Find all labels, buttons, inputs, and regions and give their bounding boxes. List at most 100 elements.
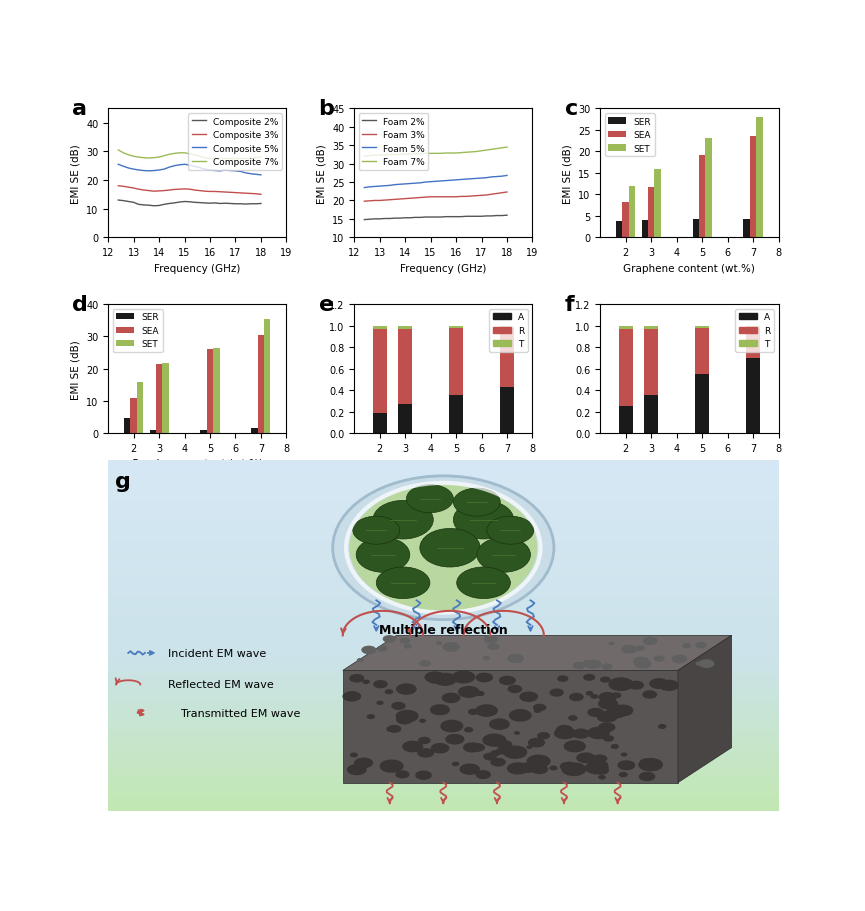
- Line: Composite 5%: Composite 5%: [119, 165, 261, 176]
- Bar: [398, 404, 412, 434]
- Circle shape: [491, 759, 505, 766]
- Composite 7%: [133, 152, 144, 163]
- Line: Composite 7%: Composite 7%: [119, 151, 261, 159]
- Composite 5%: [251, 169, 261, 180]
- Text: Multiple reflection: Multiple reflection: [379, 623, 508, 637]
- Composite 5%: [220, 165, 230, 176]
- Foam 3%: [369, 196, 380, 207]
- Legend: A, R, T: A, R, T: [490, 310, 528, 353]
- Foam 7%: [380, 150, 390, 161]
- Foam 7%: [486, 145, 497, 156]
- Bar: [750, 138, 756, 238]
- Circle shape: [355, 759, 373, 768]
- Circle shape: [639, 759, 663, 771]
- Circle shape: [446, 677, 457, 681]
- Composite 5%: [113, 159, 124, 170]
- Circle shape: [430, 679, 439, 683]
- Circle shape: [564, 741, 585, 752]
- Circle shape: [397, 716, 413, 724]
- Circle shape: [397, 684, 416, 694]
- Circle shape: [464, 743, 480, 752]
- Y-axis label: EMI SE (dB): EMI SE (dB): [70, 144, 80, 203]
- Circle shape: [452, 671, 475, 683]
- Circle shape: [593, 762, 607, 769]
- Circle shape: [416, 772, 431, 779]
- Foam 7%: [502, 142, 512, 153]
- Composite 5%: [200, 165, 210, 176]
- Foam 3%: [445, 192, 456, 203]
- Circle shape: [633, 658, 649, 666]
- Circle shape: [420, 720, 426, 722]
- Bar: [398, 326, 412, 330]
- Foam 3%: [400, 194, 410, 205]
- Composite 7%: [246, 154, 256, 165]
- Circle shape: [490, 720, 509, 730]
- Circle shape: [500, 677, 516, 685]
- Circle shape: [612, 705, 632, 716]
- Circle shape: [365, 760, 370, 763]
- Composite 2%: [189, 198, 200, 209]
- Text: a: a: [73, 99, 87, 119]
- Composite 2%: [159, 200, 170, 210]
- Text: Reflected EM wave: Reflected EM wave: [169, 680, 274, 690]
- Polygon shape: [343, 670, 678, 783]
- Circle shape: [431, 705, 449, 715]
- Composite 2%: [170, 199, 180, 210]
- Foam 5%: [451, 175, 461, 186]
- Foam 7%: [456, 148, 466, 159]
- Circle shape: [602, 664, 612, 670]
- Composite 7%: [225, 154, 235, 165]
- Text: Transmitted EM wave: Transmitted EM wave: [181, 708, 300, 718]
- Composite 5%: [240, 169, 251, 179]
- Foam 7%: [420, 148, 431, 159]
- Foam 5%: [497, 171, 507, 182]
- Foam 2%: [394, 213, 405, 224]
- Composite 3%: [256, 189, 266, 200]
- Circle shape: [609, 642, 614, 645]
- Composite 5%: [179, 159, 189, 170]
- Circle shape: [599, 776, 605, 779]
- Composite 3%: [113, 181, 124, 192]
- Circle shape: [452, 763, 458, 765]
- Ellipse shape: [376, 568, 430, 599]
- Foam 5%: [445, 176, 456, 187]
- Composite 7%: [205, 154, 215, 165]
- Composite 2%: [215, 199, 226, 210]
- Circle shape: [529, 763, 535, 766]
- Bar: [693, 220, 699, 238]
- Composite 3%: [154, 186, 164, 197]
- Circle shape: [497, 741, 511, 749]
- Composite 3%: [230, 188, 240, 199]
- Circle shape: [527, 746, 532, 749]
- Circle shape: [573, 662, 585, 669]
- Foam 5%: [410, 179, 420, 189]
- Ellipse shape: [333, 476, 554, 619]
- Foam 7%: [440, 148, 451, 159]
- Foam 3%: [436, 192, 446, 203]
- Circle shape: [577, 753, 595, 763]
- Foam 7%: [385, 149, 395, 160]
- Foam 3%: [415, 193, 426, 204]
- Composite 2%: [128, 198, 138, 209]
- Composite 3%: [159, 186, 170, 197]
- Foam 5%: [375, 181, 385, 192]
- Circle shape: [528, 755, 550, 767]
- Circle shape: [476, 705, 497, 716]
- Composite 3%: [189, 185, 200, 196]
- Composite 2%: [240, 200, 251, 210]
- Composite 2%: [124, 197, 134, 208]
- Foam 7%: [451, 148, 461, 159]
- Foam 5%: [426, 177, 436, 188]
- Circle shape: [357, 659, 363, 662]
- Composite 2%: [200, 199, 210, 210]
- Bar: [500, 329, 514, 387]
- Bar: [695, 326, 709, 329]
- Bar: [150, 431, 156, 434]
- Circle shape: [643, 691, 657, 698]
- Foam 5%: [364, 182, 375, 193]
- Foam 2%: [380, 214, 390, 225]
- Circle shape: [612, 693, 621, 698]
- Circle shape: [446, 735, 464, 744]
- Foam 7%: [491, 144, 502, 155]
- Composite 3%: [184, 185, 195, 196]
